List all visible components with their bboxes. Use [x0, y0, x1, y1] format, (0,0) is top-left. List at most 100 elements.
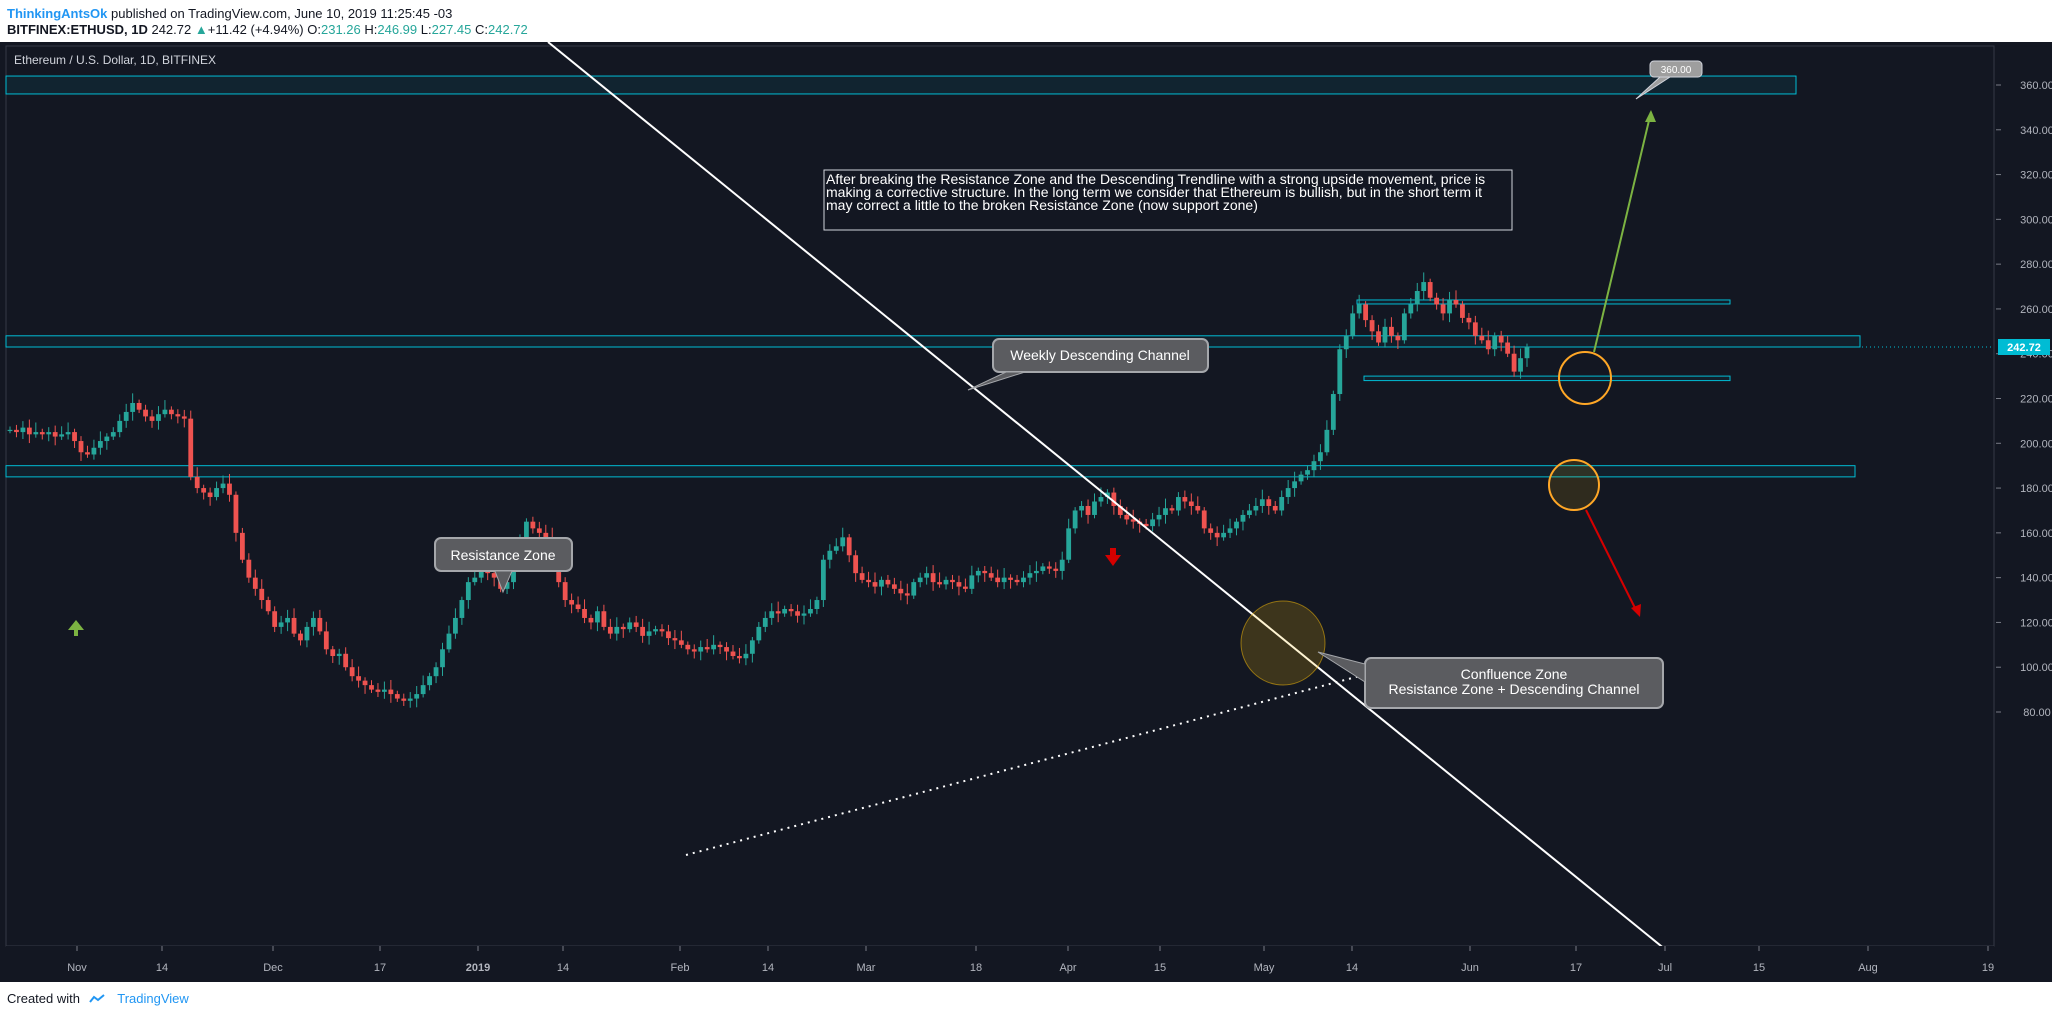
candle-body — [343, 653, 349, 668]
candle — [1021, 571, 1026, 588]
candle-body — [78, 441, 84, 453]
candle — [388, 679, 394, 703]
candle — [1234, 518, 1239, 536]
candle-body — [898, 588, 904, 594]
candle — [1221, 524, 1226, 541]
time-tick-label: May — [1254, 962, 1275, 974]
candle — [595, 606, 600, 632]
candle-body — [756, 626, 762, 641]
price-tick-label: 300.00 — [2020, 214, 2052, 226]
comment-box — [823, 169, 1513, 231]
candle — [1337, 344, 1343, 401]
candle — [1272, 501, 1278, 514]
candle-body — [1337, 349, 1343, 395]
candle-body — [1305, 470, 1310, 475]
author-link[interactable]: ThinkingAntsOk — [7, 6, 108, 21]
bullish-arrow-head — [1645, 110, 1656, 122]
candle-body — [724, 647, 729, 652]
time-tick-label: 2019 — [466, 962, 490, 974]
candle-body — [762, 617, 768, 627]
bearish-arrow-head — [1631, 604, 1641, 617]
candle-body — [1227, 528, 1233, 533]
candle — [207, 487, 213, 506]
candle-body — [1059, 559, 1065, 571]
candle — [14, 424, 19, 438]
candle — [1130, 509, 1136, 529]
candle-body — [291, 617, 297, 634]
candle — [33, 422, 39, 438]
current-zone — [5, 335, 1861, 348]
resistance-zone-label: Resistance Zone — [450, 547, 555, 563]
candle-body — [801, 613, 807, 616]
price-tick-label: 220.00 — [2020, 394, 2052, 406]
publication-header: ThinkingAntsOk published on TradingView.… — [0, 0, 2052, 42]
candle-body — [375, 689, 381, 692]
candle — [1240, 510, 1246, 531]
candle-body — [1389, 326, 1394, 336]
candle — [1324, 420, 1330, 456]
price-chart[interactable]: Ethereum / U.S. Dollar, 1D, BITFINEX — [0, 42, 2052, 982]
candle-body — [1188, 501, 1194, 506]
resistance-zone — [5, 465, 1856, 478]
candle-body — [1208, 528, 1214, 533]
chart-panel[interactable]: Ethereum / U.S. Dollar, 1D, BITFINEX — [0, 42, 2052, 982]
candle — [394, 690, 400, 702]
candle-body — [1350, 313, 1356, 336]
candle — [1292, 471, 1298, 497]
footer: Created with TradingView — [0, 982, 2052, 1015]
candle-body — [252, 577, 258, 589]
candle — [201, 484, 207, 500]
candle — [130, 393, 136, 421]
candle — [1040, 563, 1046, 575]
candle — [569, 593, 575, 614]
candle-body — [569, 600, 575, 605]
candle-body — [156, 414, 161, 421]
candle — [601, 604, 607, 631]
candle-body — [1053, 568, 1059, 571]
candle-body — [117, 420, 123, 433]
candle — [1169, 504, 1175, 514]
candle — [814, 596, 820, 615]
time-axis[interactable]: Nov 14 Dec 17 2019 14 Feb 14 Mar 18 Apr 15 May 14 Jun 1… — [6, 946, 1994, 982]
candle — [982, 565, 988, 582]
candle-body — [988, 573, 994, 578]
candle-body — [272, 611, 278, 627]
candle-body — [504, 582, 510, 589]
price-tick-label: 120.00 — [2020, 617, 2052, 629]
price-axis[interactable]: 360.00340.00320.00300.00280.00260.00240.… — [1996, 46, 2052, 946]
tradingview-link[interactable]: TradingView — [117, 991, 189, 1006]
candle-body — [382, 689, 387, 692]
time-tick-label: Apr — [1059, 962, 1076, 974]
price-tick-label: 80.00 — [2023, 707, 2051, 719]
candle-body — [1008, 577, 1013, 580]
candle-body — [543, 532, 549, 538]
candle-body — [775, 611, 781, 614]
candle-body — [788, 608, 794, 612]
candle-body — [937, 582, 942, 585]
candle-body — [459, 600, 465, 618]
candle-body — [1453, 299, 1459, 305]
candle-body — [685, 644, 691, 650]
candle — [749, 636, 755, 663]
candle — [879, 576, 884, 596]
candle — [375, 683, 381, 697]
candle-body — [336, 653, 342, 657]
target-price-callout-pointer — [1635, 76, 1672, 100]
candle — [1176, 492, 1181, 516]
candle — [194, 467, 200, 494]
candle — [1014, 574, 1020, 586]
candle-body — [259, 588, 265, 601]
candle — [607, 618, 613, 639]
candle — [911, 578, 917, 599]
candle — [291, 608, 297, 637]
candle-body — [472, 577, 478, 583]
candle — [885, 574, 891, 588]
candle-body — [962, 586, 968, 589]
candle-body — [1330, 394, 1336, 430]
candle — [1401, 308, 1407, 344]
candle — [1318, 444, 1323, 470]
candle-body — [1460, 304, 1465, 318]
candle-body — [730, 651, 736, 657]
candle — [252, 569, 258, 596]
confluence-label-line1: Confluence Zone — [1461, 666, 1568, 682]
